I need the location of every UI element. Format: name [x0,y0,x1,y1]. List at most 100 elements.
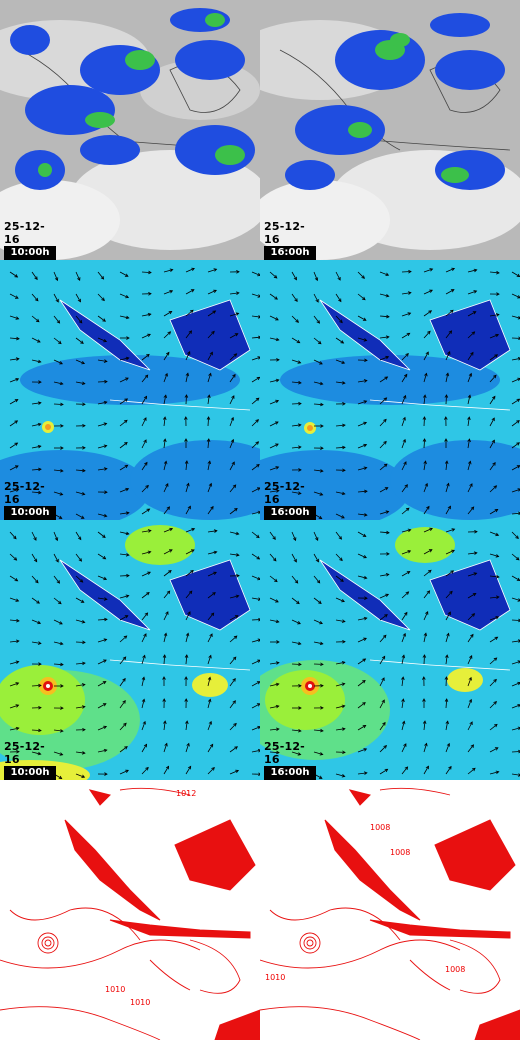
wind-arrow [489,596,499,599]
wind-arrow-head [124,273,129,277]
wind-map [0,260,260,520]
wind-arrow-head [102,555,107,560]
wind-arrow-head [319,621,323,625]
wind-arrow [467,613,475,621]
wind-arrow-head [363,555,367,559]
wind-arrow-head [54,537,59,542]
wind-arrow-head [315,558,319,563]
wind-arrow [511,420,520,427]
wind-arrow [207,633,213,643]
wind-arrow-head [36,339,41,343]
wind-arrow [269,575,278,582]
wind-arrow-head [125,356,130,361]
wind-arrow-head [422,676,426,680]
wind-arrow [53,381,63,385]
wind-arrow-head [125,511,130,515]
wind-arrow [313,729,324,732]
wind-arrow-head [144,461,148,466]
wind-arrow [163,269,173,273]
wind-arrow-head [362,533,367,537]
wind-arrow-head [341,491,346,496]
wind-arrow [185,654,188,665]
wind-arrow-head [298,380,302,385]
wind-arrow [207,416,209,427]
wind-arrow-head [147,529,152,533]
wind-arrow-head [122,700,126,704]
wind-arrow-head [104,617,108,622]
wind-arrow [269,597,279,603]
wind-arrow-head [493,657,498,661]
wind-arrow [379,614,388,621]
wind-arrow [75,597,84,603]
wind-arrow-head [469,483,473,487]
wind-arrow [423,569,432,577]
wind-arrow-head [124,442,128,446]
wind-arrow [185,373,189,383]
wind-arrow [511,465,520,471]
wind-arrow [229,656,237,665]
wind-arrow [467,593,477,599]
wind-arrow-head [298,684,302,688]
wind-arrow [511,661,520,665]
wind-arrow [291,575,299,584]
wind-arrow-head [258,617,260,622]
wind-arrow-head [60,468,64,473]
wind-arrow-head [402,394,407,399]
wind-arrow [269,466,279,471]
wind-arrow-head [363,771,368,775]
wind-arrow [9,575,18,582]
wind-arrow-head [38,490,42,495]
wind-arrow-head [406,571,411,575]
wind-arrow-head [274,421,279,425]
wind-arrow [119,595,129,599]
wind-arrow-head [495,616,500,620]
wind-arrow [75,491,85,495]
wind-arrow [141,333,151,339]
wind-arrow [251,271,260,276]
wind-arrow-head [125,315,130,320]
wind-arrow-head [473,290,478,294]
wind-arrow [313,491,323,496]
wind-arrow [229,461,235,471]
wind-arrow-head [33,537,37,541]
wind-arrow [357,531,366,537]
wind-arrow-head [316,579,321,584]
wind-arrow-head [364,358,368,363]
wind-arrow-head [402,438,406,443]
wind-arrow-head [234,615,239,619]
wind-arrow-head [184,698,188,702]
wind-arrow-head [55,298,59,303]
wind-arrow-head [56,580,60,584]
wind-arrow-head [318,600,322,605]
wind-arrow [97,271,104,280]
wind-arrow [401,721,405,731]
wind-arrow-head [190,569,194,574]
wind-arrow-head [147,333,151,337]
wind-arrow [423,416,425,427]
wind-arrow-head [257,638,260,642]
wind-arrow-head [102,318,106,322]
wind-arrow-head [15,682,20,686]
wind-arrow [269,293,278,300]
wind-arrow-head [448,330,453,334]
wind-arrow-head [60,684,64,688]
wind-arrow-head [80,340,84,344]
wind-arrow-head [404,484,408,488]
wind-arrow-head [77,298,81,303]
wind-arrow-head [126,336,130,340]
wind-arrow-head [185,720,189,725]
wind-arrow [207,767,215,775]
wind-arrow-head [384,376,389,380]
wind-arrow [9,399,18,405]
wind-arrow [53,271,58,281]
wind-arrow-head [209,743,214,748]
wind-arrow [53,553,59,563]
wind-arrow [379,768,388,775]
wind-arrow [119,464,128,471]
wind-arrow-head [142,654,146,659]
wind-arrow-head [449,309,454,314]
wind-arrow [467,767,476,775]
wind-arrow [357,422,367,427]
wind-arrow-head [494,508,499,513]
wind-arrow [379,463,388,471]
